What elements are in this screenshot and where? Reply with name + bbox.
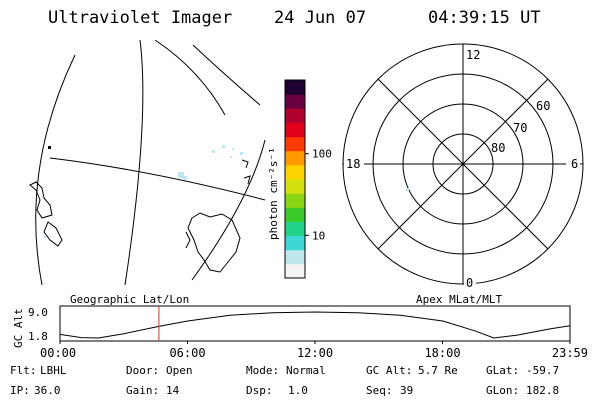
colorbar-cell — [285, 94, 305, 109]
colorbar-frame — [284, 79, 306, 279]
mlat-label-70: 70 — [513, 121, 527, 135]
altitude-panel: Geographic Lat/Lon Apex MLat/MLT GC Alt … — [12, 293, 588, 360]
colorbar: 100 10 photon cm⁻²s⁻¹ — [267, 79, 332, 279]
status-gcalt-value: 5.7 Re — [418, 364, 458, 377]
polar-plot — [342, 43, 584, 285]
status-flt-value: LBHL — [40, 364, 67, 377]
colorbar-cell — [285, 221, 305, 237]
status-dsp-label: Dsp: — [246, 384, 273, 397]
coastline — [185, 231, 191, 249]
status-glat-label: GLat: — [486, 364, 519, 377]
geographic-coords-label: Geographic Lat/Lon — [70, 293, 189, 306]
mlt-label-18: 18 — [346, 157, 360, 171]
status-mode-value: Normal — [286, 364, 326, 377]
status-seq-label: Seq: — [366, 384, 393, 397]
colorbar-cell — [285, 207, 305, 222]
status-dsp-value: 1.0 — [288, 384, 308, 397]
polar-diagonal — [377, 78, 549, 250]
apex-coords-label: Apex MLat/MLT — [416, 293, 502, 306]
status-seq-value: 39 — [400, 384, 413, 397]
colorbar-cell — [285, 193, 305, 208]
status-gain-value: 14 — [166, 384, 180, 397]
altitude-curve — [59, 311, 571, 339]
status-glat-value: -59.7 — [526, 364, 559, 377]
status-block: Flt: LBHL Door: Open Mode: Normal GC Alt… — [10, 364, 559, 397]
latitude-line — [192, 44, 261, 106]
colorbar-cell — [285, 179, 305, 194]
mlt-label-0: 0 — [466, 276, 473, 290]
instrument-title: Ultraviolet Imager — [48, 8, 232, 28]
colorbar-tick-label: 10 — [312, 229, 325, 242]
time-tick-label: 12:00 — [297, 346, 333, 360]
colorbar-cell — [285, 164, 305, 180]
latitude-line — [124, 40, 144, 285]
status-gain-label: Gain: — [126, 384, 159, 397]
status-glon-value: 182.8 — [526, 384, 559, 397]
mlt-label-12: 12 — [466, 48, 480, 62]
time-tick-label: 18:00 — [424, 346, 460, 360]
coastline — [43, 221, 63, 247]
status-door-label: Door: — [126, 364, 159, 377]
observation-time: 04:39:15 UT — [428, 8, 541, 28]
mlt-label-6: 6 — [571, 157, 578, 171]
longitude-line — [49, 157, 266, 201]
latitude-line — [35, 54, 76, 285]
altitude-plot-frame — [59, 305, 571, 342]
colorbar-cell — [285, 235, 305, 251]
time-tick-label: 23:59 — [552, 346, 588, 360]
time-tick-label: 00:00 — [40, 346, 76, 360]
altitude-axis-label: GC Alt — [12, 308, 25, 348]
coastline — [243, 175, 251, 185]
status-ip-label: IP: — [10, 384, 30, 397]
status-flt-label: Flt: — [10, 364, 37, 377]
mlat-label-60: 60 — [536, 99, 550, 113]
status-door-value: Open — [166, 364, 193, 377]
status-gcalt-label: GC Alt: — [366, 364, 412, 377]
altitude-tick-min: 1.8 — [28, 330, 48, 343]
altitude-tick-max: 9.0 — [28, 306, 48, 319]
colorbar-cell — [285, 136, 305, 152]
colorbar-tick-label: 100 — [312, 148, 332, 161]
coastline — [29, 181, 53, 219]
mlat-label-80: 80 — [491, 141, 505, 155]
status-glon-label: GLon: — [486, 384, 519, 397]
colorbar-cell — [285, 150, 305, 166]
time-tick-label: 06:00 — [169, 346, 205, 360]
colorbar-cell — [285, 122, 305, 138]
coastline — [241, 159, 249, 169]
colorbar-cell — [285, 249, 305, 265]
colorbar-unit-label: photon cm⁻²s⁻¹ — [267, 147, 280, 240]
latitude-line — [154, 40, 226, 116]
colorbar-cell — [285, 263, 305, 279]
geographic-map — [29, 40, 266, 285]
colorbar-cell — [285, 80, 305, 95]
coastline — [187, 212, 241, 273]
status-ip-value: 36.0 — [34, 384, 61, 397]
observation-date: 24 Jun 07 — [274, 8, 366, 28]
colorbar-cell — [285, 108, 305, 123]
status-mode-label: Mode: — [246, 364, 279, 377]
